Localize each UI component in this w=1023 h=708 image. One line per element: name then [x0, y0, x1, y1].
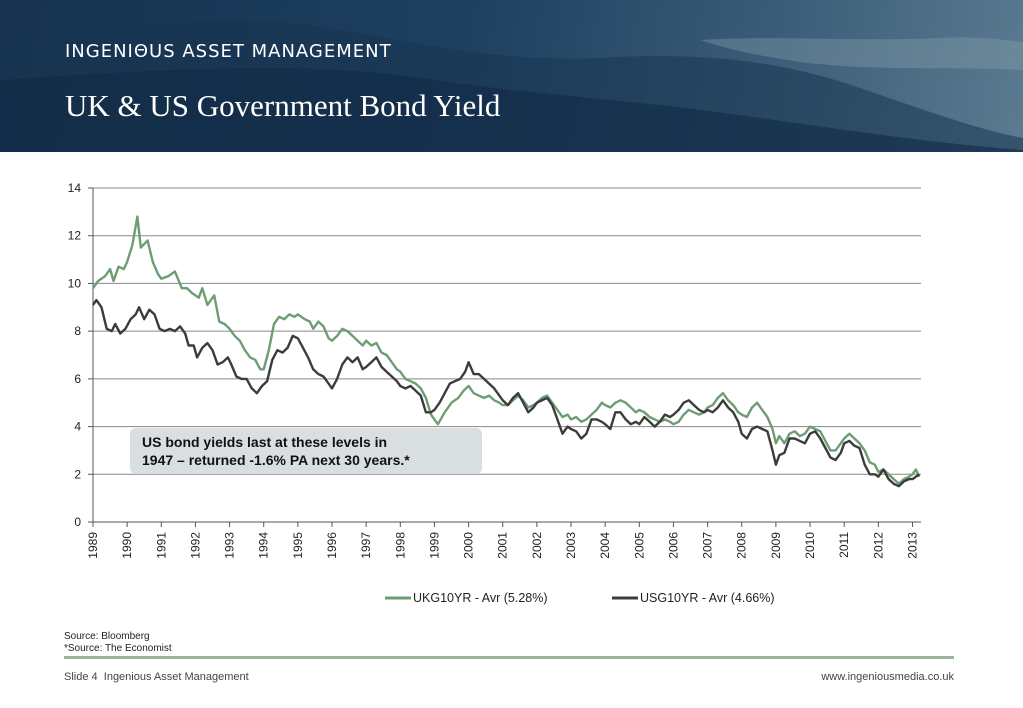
y-tick-label: 12 — [68, 229, 82, 243]
company-logo: INGENIΘUS ASSET MANAGEMENT — [65, 41, 392, 62]
bond-yield-chart: 0 2 4 6 8 10 12 14 1989 1990 1991 1992 1993 1994 1995 1… — [68, 181, 921, 605]
footer-left: Slide 4 Ingenious Asset Management — [64, 671, 249, 683]
x-tick-label: 2013 — [905, 532, 919, 559]
sources-note: Source: Bloomberg *Source: The Economist — [64, 631, 172, 655]
series-lines — [92, 215, 921, 488]
x-tick-label: 2006 — [666, 532, 680, 559]
x-tick-label: 2004 — [598, 532, 612, 559]
footer-url[interactable]: www.ingeniousmedia.co.uk — [821, 671, 954, 683]
x-tick-label: 1997 — [359, 532, 373, 559]
footer-divider — [64, 656, 954, 659]
x-tick-label: 2000 — [462, 532, 476, 559]
legend: UKG10YR - Avr (5.28%) USG10YR - Avr (4.66… — [385, 591, 775, 605]
legend-label: UKG10YR - Avr (5.28%) — [413, 591, 548, 605]
x-tick-label: 1998 — [393, 532, 407, 559]
x-tick-label: 1995 — [291, 532, 305, 559]
page-title: UK & US Government Bond Yield — [65, 88, 501, 123]
x-tick-label: 2009 — [769, 532, 783, 559]
callout-box: US bond yields last at these levels in 1… — [130, 428, 482, 474]
source-economist: *Source: The Economist — [64, 643, 172, 654]
x-tick-label: 1994 — [257, 532, 271, 559]
x-tick-label: 2011 — [837, 532, 851, 558]
footer-company: Ingenious Asset Management — [103, 671, 249, 683]
y-tick-label: 0 — [74, 515, 81, 529]
header-banner: INGENIΘUS ASSET MANAGEMENT UK & US Gover… — [0, 0, 1023, 152]
axes: 0 2 4 6 8 10 12 14 1989 1990 1991 1992 1993 1994 1995 1… — [68, 181, 921, 559]
x-tick-label: 1991 — [154, 532, 168, 559]
x-tick-label: 2007 — [701, 532, 715, 559]
slide-number: Slide 4 — [64, 671, 98, 683]
callout-line-2: 1947 – returned -1.6% PA next 30 years.* — [142, 452, 410, 468]
x-tick-label: 2008 — [735, 532, 749, 559]
x-tick-label: 1989 — [86, 532, 100, 559]
legend-label: USG10YR - Avr (4.66%) — [640, 591, 775, 605]
y-tick-label: 10 — [68, 276, 82, 290]
x-tick-label: 2001 — [496, 532, 510, 559]
series-line-us — [92, 298, 920, 488]
x-tick-label: 1999 — [427, 532, 441, 559]
x-tick-label: 2003 — [564, 532, 578, 559]
y-tick-label: 4 — [74, 420, 81, 434]
y-tick-label: 6 — [74, 372, 81, 386]
y-tick-label: 2 — [74, 467, 81, 481]
callout-line-1: US bond yields last at these levels in — [142, 434, 388, 450]
x-tick-label: 1992 — [188, 532, 202, 559]
x-tick-label: 1996 — [325, 532, 339, 559]
x-tick-label: 1990 — [120, 532, 134, 559]
x-tick-label: 2002 — [530, 532, 544, 559]
source-bloomberg: Source: Bloomberg — [64, 631, 150, 642]
x-tick-label: 2005 — [632, 532, 646, 559]
x-tick-label: 1993 — [223, 532, 237, 559]
y-tick-label: 14 — [68, 181, 82, 195]
series-line-uk — [92, 215, 921, 485]
x-tick-label: 2010 — [803, 532, 817, 559]
mountain-landscape-image — [0, 20, 1023, 152]
y-tick-label: 8 — [74, 324, 81, 338]
x-tick-label: 2012 — [871, 532, 885, 559]
